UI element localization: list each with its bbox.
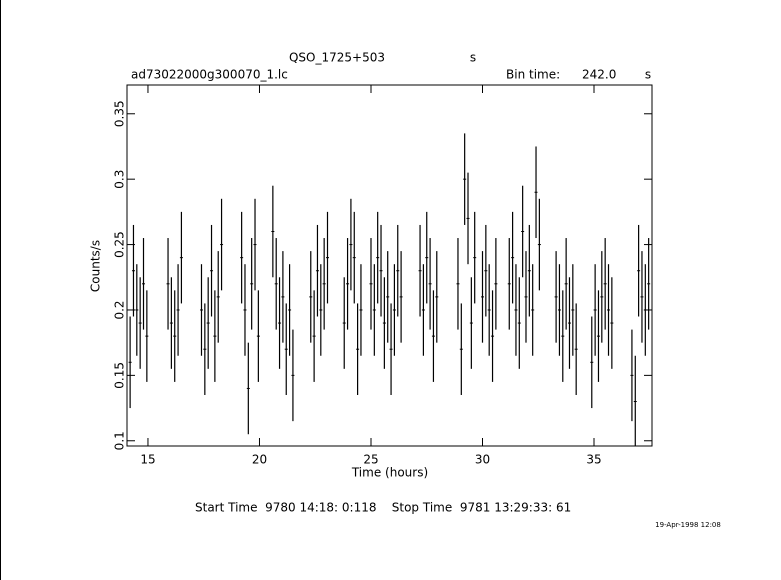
bin-time-unit: s: [645, 68, 651, 82]
y-tick-label: 0.35: [113, 100, 127, 127]
x-tick-label: 30: [475, 453, 490, 467]
bin-time-label: Bin time:: [506, 68, 560, 82]
footer: Start Time 9780 14:18: 0:118 Stop Time 9…: [195, 501, 571, 515]
date: 19-Apr-1998 12:08: [655, 521, 721, 529]
y-tick-label: 0.1: [113, 431, 127, 450]
y-tick-label: 0.25: [113, 231, 127, 258]
chart-title: QSO_1725+503: [289, 51, 385, 65]
bin-time: 242.0: [582, 68, 616, 82]
x-tick-label: 35: [586, 453, 601, 467]
x-tick-label: 20: [252, 453, 267, 467]
x-tick-label: 25: [363, 453, 378, 467]
y-axis-label: Counts/s: [89, 240, 103, 292]
title-unit: s: [470, 51, 476, 65]
x-tick-label: 15: [140, 453, 155, 467]
file-label: ad73022000g300070_1.lc: [131, 68, 288, 82]
data-layer: [128, 133, 651, 446]
y-tick-label: 0.3: [113, 170, 127, 189]
y-tick-label: 0.15: [113, 362, 127, 389]
y-tick-label: 0.2: [113, 300, 127, 319]
plot-frame: [126, 84, 653, 447]
x-axis-label: Time (hours): [351, 466, 428, 480]
